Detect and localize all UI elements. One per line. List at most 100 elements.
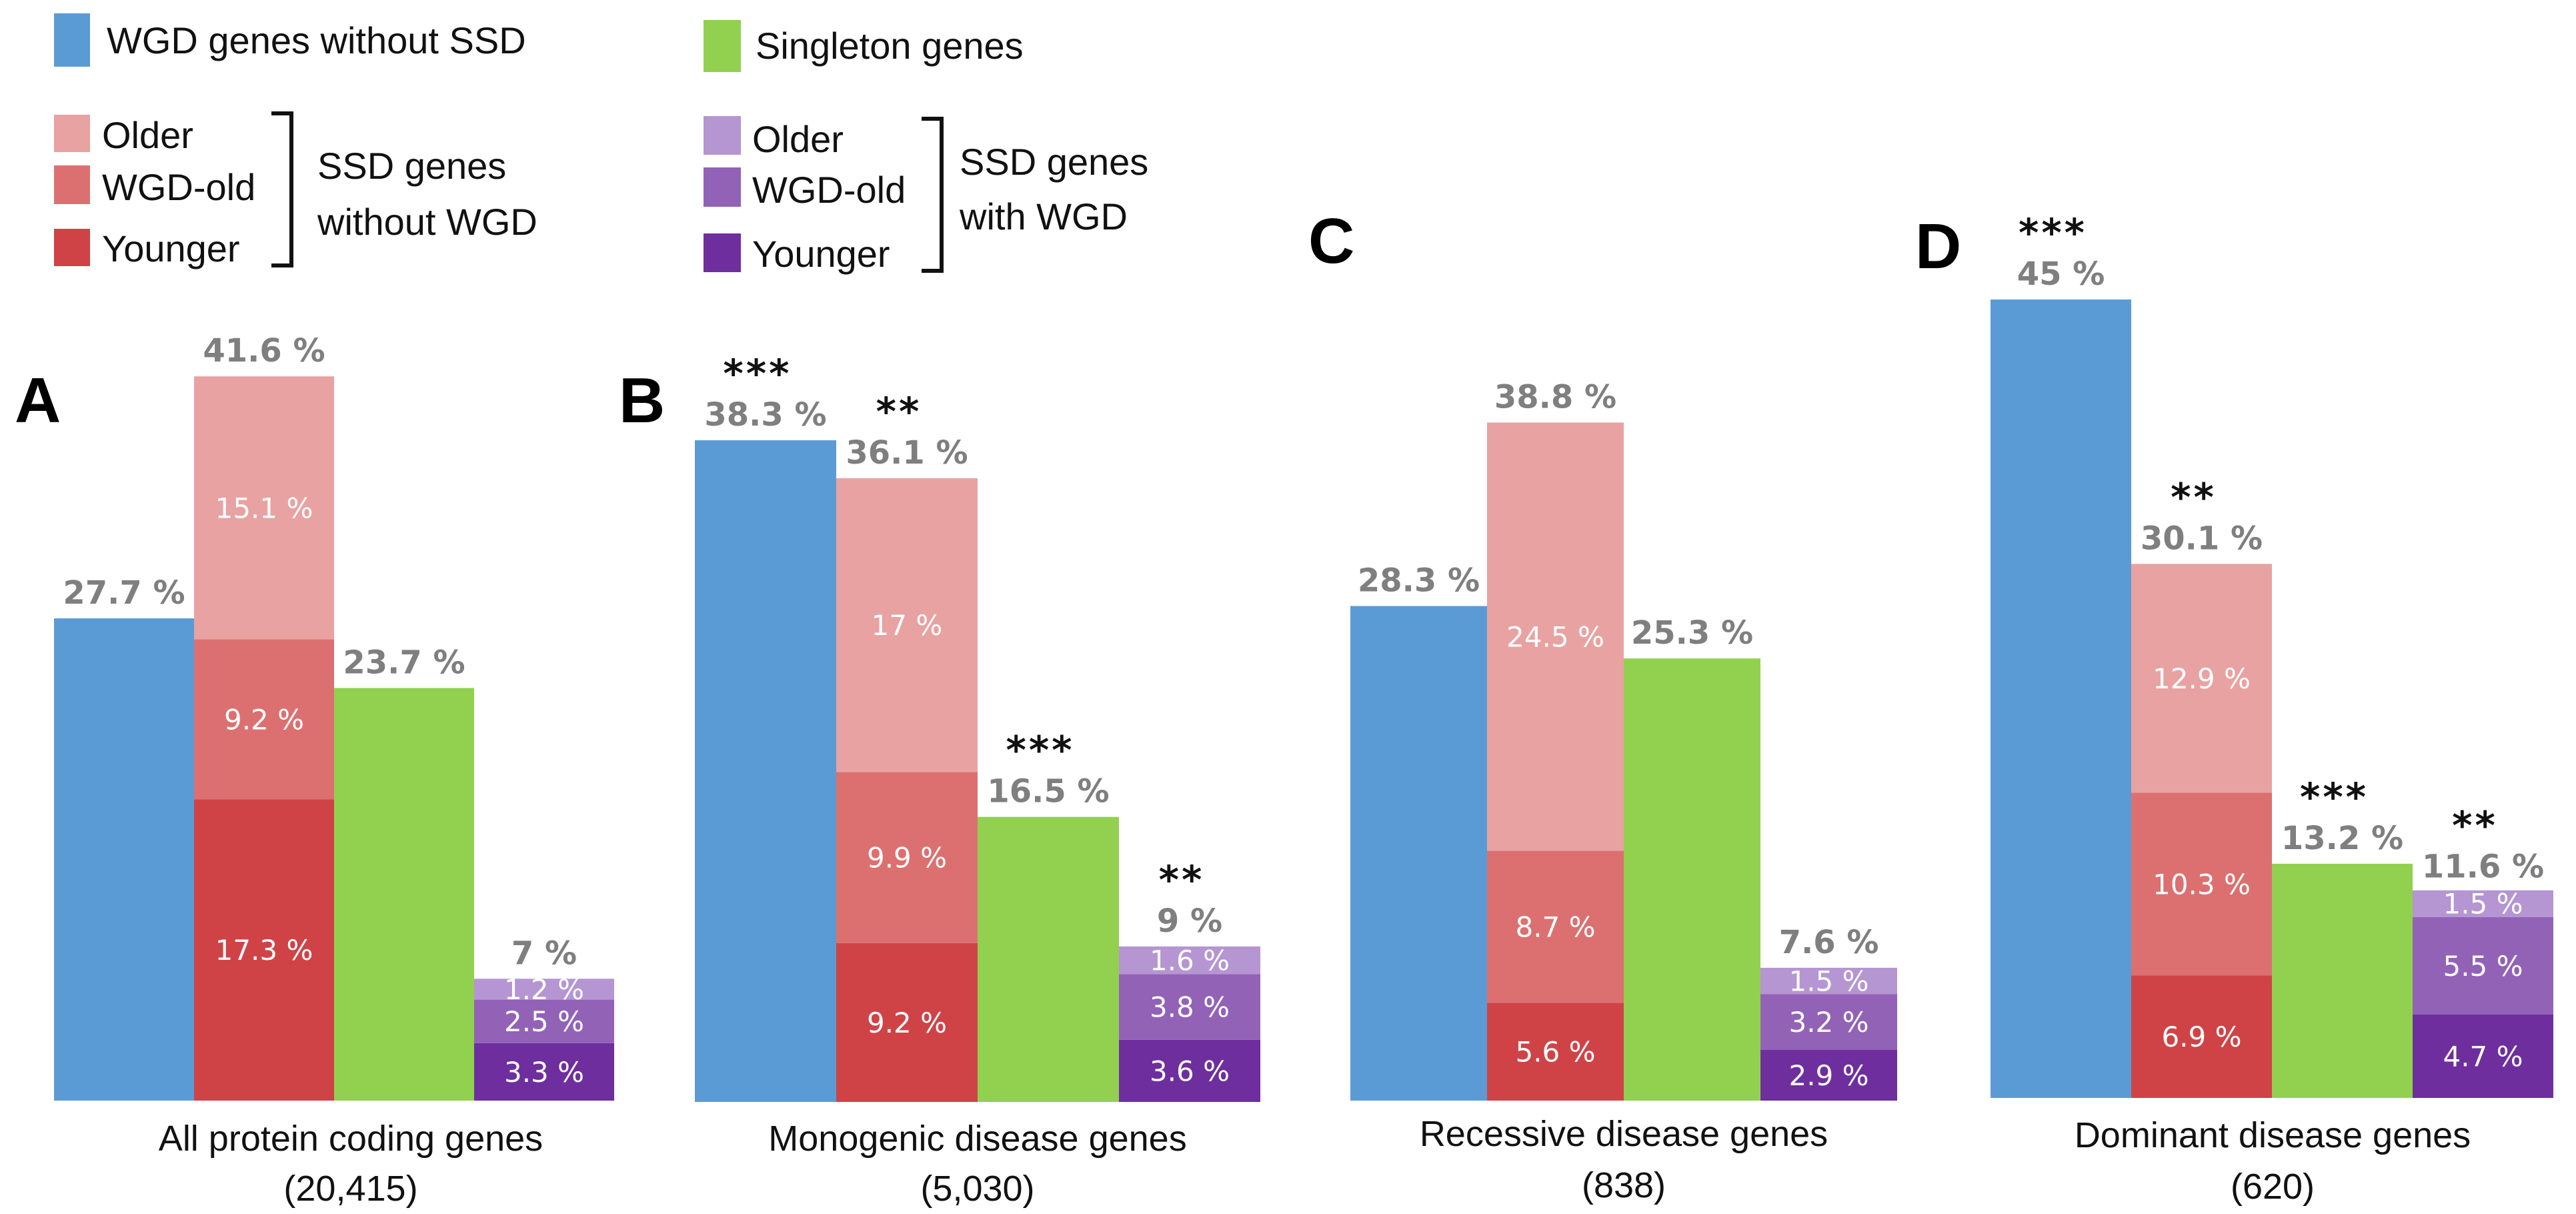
panel-c-bar-ssd-genes-without-wgd-segment-older xyxy=(1487,422,1624,851)
panel-b-bar-singleton-genes-significance: *** xyxy=(1006,728,1075,773)
panel-d-bar-ssd-genes-with-wgd-segment-older xyxy=(2413,890,2553,917)
legend-label-wgd-no-ssd: WGD genes without SSD xyxy=(107,19,526,61)
legend-label-ssd-wgd-younger: Younger xyxy=(752,233,890,275)
panel-a-bar-ssd-genes-without-wgd-segment-younger-label: 17.3 % xyxy=(215,934,313,967)
panel-d-bar-ssd-genes-with-wgd-total-label: 11.6 % xyxy=(2422,848,2544,885)
panel-c-bar-ssd-genes-with-wgd-segment-younger xyxy=(1760,1050,1897,1101)
panel-d-bar-wgd-genes-without-ssd-total-label: 45 % xyxy=(2017,255,2105,293)
panel-d-bar-ssd-genes-without-wgd-segment-older-label: 12.9 % xyxy=(2153,662,2251,695)
panel-a-bar-ssd-genes-without-wgd-segment-older-label: 15.1 % xyxy=(215,492,313,524)
legend-swatch-ssd-wgd-younger xyxy=(704,233,741,272)
panel-d-bar-ssd-genes-without-wgd-segment-younger-label: 6.9 % xyxy=(2161,1021,2241,1053)
legend-swatch-ssd-wgd-older xyxy=(704,116,741,155)
panel-a-bar-singleton-genes-total-label: 23.7 % xyxy=(343,644,465,681)
panel-c-count: (838) xyxy=(1582,1165,1666,1205)
panel-a-count: (20,415) xyxy=(283,1169,417,1209)
panel-d-bar-ssd-genes-with-wgd-segment-wgd-old xyxy=(2413,917,2553,1015)
panel-b-bar-ssd-genes-without-wgd-segment-wgd-old xyxy=(836,772,978,943)
panel-c-bar-wgd-genes-without-ssd-total-label: 28.3 % xyxy=(1358,562,1480,600)
legend-label-singleton: Singleton genes xyxy=(756,25,1024,67)
panel-b-count: (5,030) xyxy=(920,1169,1034,1209)
panel-letter-b: B xyxy=(619,365,665,436)
panel-c-title: Recessive disease genes xyxy=(1420,1114,1828,1154)
panel-b-bar-ssd-genes-with-wgd-segment-wgd-old-label: 3.8 % xyxy=(1150,991,1230,1024)
legend-group-ssd-wgd-line2: with WGD xyxy=(959,195,1128,237)
panel-c-bar-ssd-genes-with-wgd-segment-older xyxy=(1760,967,1897,995)
panel-d-bar-ssd-genes-without-wgd-segment-younger xyxy=(2131,975,2272,1098)
panel-c-bar-ssd-genes-without-wgd-segment-younger-label: 5.6 % xyxy=(1515,1036,1595,1069)
legend-group-ssd-wgd-line1: SSD genes xyxy=(960,141,1148,183)
panel-b-bar-ssd-genes-with-wgd-segment-older-label: 1.6 % xyxy=(1150,945,1230,977)
panel-d-bar-ssd-genes-with-wgd-segment-older-label: 1.5 % xyxy=(2443,888,2523,921)
legend-swatch-singleton xyxy=(704,20,741,72)
panel-d-count: (620) xyxy=(2231,1167,2315,1207)
panel-d-bar-wgd-genes-without-ssd-significance: *** xyxy=(2019,210,2087,255)
panel-b-bar-ssd-genes-with-wgd-total-label: 9 % xyxy=(1157,902,1222,940)
panel-b-bar-ssd-genes-without-wgd-segment-younger-label: 9.2 % xyxy=(867,1007,947,1039)
panel-d-bar-ssd-genes-with-wgd-segment-wgd-old-label: 5.5 % xyxy=(2443,950,2523,983)
panel-c-bar-ssd-genes-with-wgd-segment-wgd-old xyxy=(1760,994,1897,1051)
panel-a-bar-singleton-genes xyxy=(334,688,474,1101)
panel-b-bar-ssd-genes-without-wgd-segment-older-label: 17 % xyxy=(872,609,943,642)
panel-b-bar-singleton-genes-total-label: 16.5 % xyxy=(987,773,1109,810)
panel-c-bar-ssd-genes-without-wgd-segment-wgd-old xyxy=(1487,850,1624,1003)
panel-c-bar-ssd-genes-without-wgd-segment-older-label: 24.5 % xyxy=(1506,620,1604,653)
panel-b-bar-ssd-genes-without-wgd-significance: ** xyxy=(876,389,922,434)
panel-letter-c: C xyxy=(1308,205,1354,277)
panel-d-bar-singleton-genes-total-label: 13.2 % xyxy=(2281,820,2403,857)
panel-b-bar-ssd-genes-with-wgd-segment-younger-label: 3.6 % xyxy=(1150,1055,1230,1087)
panel-b-bar-ssd-genes-without-wgd-segment-wgd-old-label: 9.9 % xyxy=(867,842,947,874)
panel-c-bar-ssd-genes-with-wgd-segment-wgd-old-label: 3.2 % xyxy=(1788,1006,1868,1039)
panel-b-bar-wgd-genes-without-ssd-significance: *** xyxy=(724,351,792,396)
panel-c-bar-wgd-genes-without-ssd xyxy=(1350,606,1487,1101)
panel-c-bar-ssd-genes-without-wgd-segment-younger xyxy=(1487,1003,1624,1101)
panel-b-bar-wgd-genes-without-ssd xyxy=(695,440,836,1102)
panel-letter-d: D xyxy=(1915,211,1961,282)
panel-c: 28.3 % 5.6 % 8.7 % 24.5 % 38.8 % 25.3 % 2.9 % 3… xyxy=(1350,378,1897,1101)
legend-label-ssd-wgd-wgd-old: WGD-old xyxy=(752,169,906,211)
panel-a-bar-ssd-genes-with-wgd-segment-younger xyxy=(474,1043,614,1101)
legend-swatch-ssd-wgd-wgd-old xyxy=(704,167,741,207)
legend-bracket-ssd-no-wgd xyxy=(271,111,293,267)
legend-group-ssd-no-wgd-line2: without WGD xyxy=(317,201,537,243)
panel-d-bar-wgd-genes-without-ssd xyxy=(1991,299,2131,1098)
panel-c-bar-singleton-genes-total-label: 25.3 % xyxy=(1631,614,1753,652)
panel-c-bar-ssd-genes-with-wgd-total-label: 7.6 % xyxy=(1779,924,1879,961)
panel-b: 38.3 %***9.2 %9.9 %17 %36.1 %**16.5 %***… xyxy=(695,351,1260,1102)
panel-b-bar-ssd-genes-without-wgd-total-label: 36.1 % xyxy=(846,434,968,472)
legend-label-ssd-no-wgd-wgd-old: WGD-old xyxy=(102,166,255,208)
panel-a: 27.7 % 17.3 % 9.2 % 15.1 % 41.6 % 23.7 % 3.3 %… xyxy=(54,332,614,1101)
panel-d-title: Dominant disease genes xyxy=(2075,1115,2471,1155)
panel-b-bar-ssd-genes-with-wgd-segment-younger xyxy=(1119,1039,1260,1102)
panel-a-bar-ssd-genes-without-wgd-segment-wgd-old-label: 9.2 % xyxy=(224,703,304,736)
legend-label-ssd-no-wgd-older: Older xyxy=(102,114,193,156)
panel-a-bar-wgd-genes-without-ssd-total-label: 27.7 % xyxy=(63,574,185,612)
panel-a-bar-ssd-genes-with-wgd-total-label: 7 % xyxy=(511,935,577,972)
panel-letter-a: A xyxy=(15,365,61,436)
legend-bracket-ssd-wgd xyxy=(922,117,944,273)
panel-a-bar-ssd-genes-with-wgd-segment-older-label: 1.2 % xyxy=(504,973,584,1006)
panel-c-bar-ssd-genes-without-wgd-segment-wgd-old-label: 8.7 % xyxy=(1515,910,1595,943)
legend-group-ssd-no-wgd-line1: SSD genes xyxy=(317,145,506,187)
panel-a-bar-ssd-genes-with-wgd-segment-older xyxy=(474,979,614,1000)
legend-swatch-ssd-no-wgd-older xyxy=(54,115,90,152)
panel-b-bar-singleton-genes xyxy=(978,816,1119,1102)
panel-a-bar-ssd-genes-with-wgd-segment-wgd-old xyxy=(474,999,614,1043)
panel-a-title: All protein coding genes xyxy=(159,1119,543,1159)
panel-d-bar-ssd-genes-with-wgd-segment-younger xyxy=(2413,1014,2553,1098)
panel-d: 45 %***6.9 %10.3 %12.9 %30.1 %**13.2 %**… xyxy=(1991,210,2553,1098)
panel-d-bar-ssd-genes-without-wgd-segment-wgd-old-label: 10.3 % xyxy=(2153,868,2251,900)
panel-b-bar-ssd-genes-with-wgd-segment-older xyxy=(1119,946,1260,975)
panel-d-bar-ssd-genes-without-wgd-segment-older xyxy=(2131,564,2272,793)
panel-c-bar-ssd-genes-without-wgd-total-label: 38.8 % xyxy=(1494,378,1616,416)
panel-d-bar-ssd-genes-with-wgd-significance: ** xyxy=(2452,802,2498,848)
panel-a-bar-wgd-genes-without-ssd xyxy=(54,618,194,1101)
legend-swatch-ssd-no-wgd-wgd-old xyxy=(54,165,90,204)
panel-a-bar-ssd-genes-without-wgd-segment-older xyxy=(194,376,334,640)
panel-b-bar-ssd-genes-with-wgd-segment-wgd-old xyxy=(1119,974,1260,1040)
panel-c-bar-singleton-genes xyxy=(1624,658,1760,1101)
panel-a-bar-ssd-genes-with-wgd-segment-wgd-old-label: 2.5 % xyxy=(504,1005,584,1038)
panel-a-bar-ssd-genes-without-wgd-total-label: 41.6 % xyxy=(203,332,325,370)
legend: WGD genes without SSD Singleton genes Ol… xyxy=(54,13,1148,275)
